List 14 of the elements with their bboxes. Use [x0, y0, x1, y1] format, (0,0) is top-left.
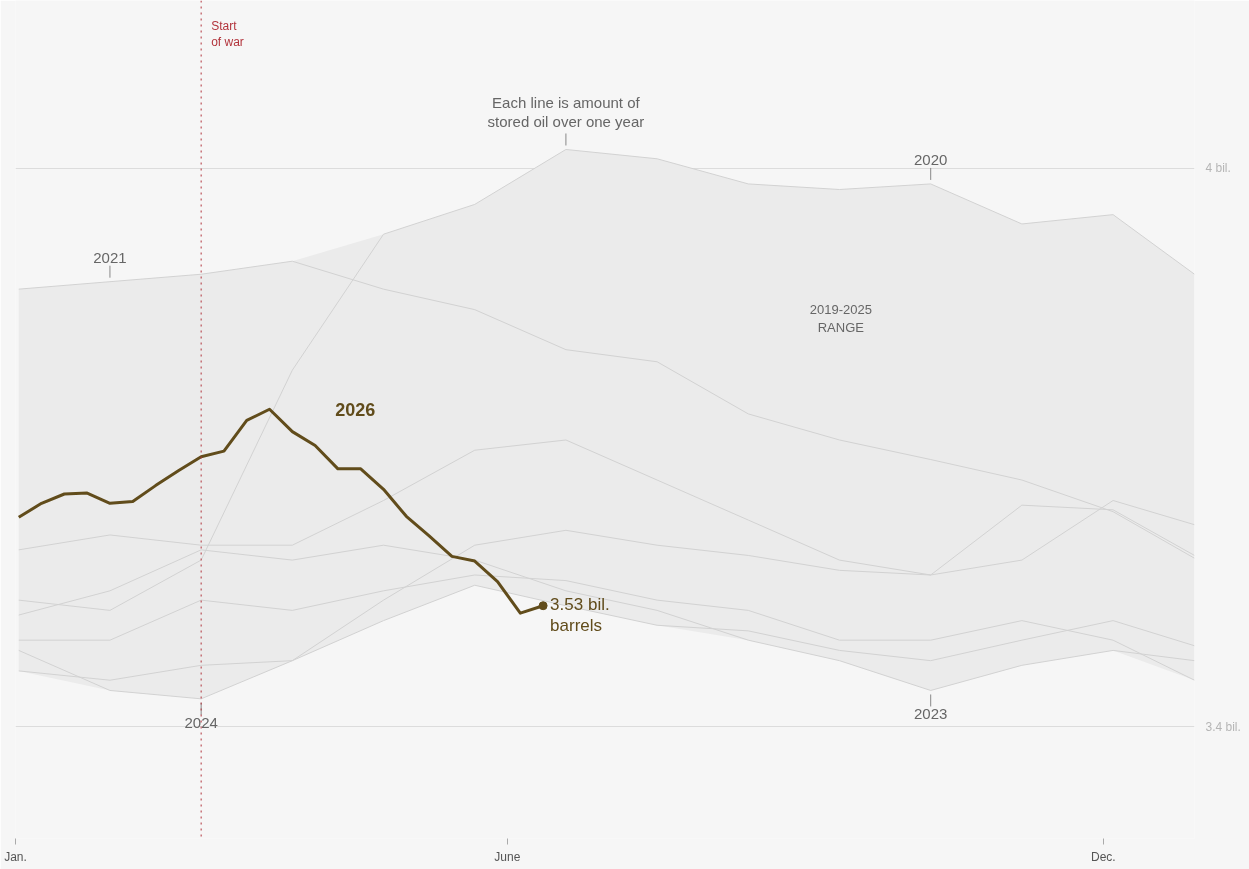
- annotation: 2024: [184, 713, 218, 731]
- data-label: 3.53 bil. barrels: [550, 594, 610, 635]
- series-label: 2026: [335, 399, 376, 420]
- annotation: 2023: [914, 705, 948, 723]
- y-tick-label: 3.4 bil.: [1205, 719, 1241, 734]
- y-tick-label: 4 bil.: [1205, 161, 1231, 176]
- annotation: Each line is amount of stored oil over one year: [487, 93, 645, 131]
- annotation: 2020: [914, 150, 948, 168]
- ref-line-label: Start of war: [211, 18, 244, 50]
- x-tick-label: Dec.: [1090, 849, 1116, 864]
- annotation: 2019-2025 RANGE: [809, 302, 872, 336]
- x-tick-label: June: [494, 849, 521, 864]
- annotation: 2021: [93, 248, 127, 266]
- x-tick-label: Jan.: [4, 849, 27, 864]
